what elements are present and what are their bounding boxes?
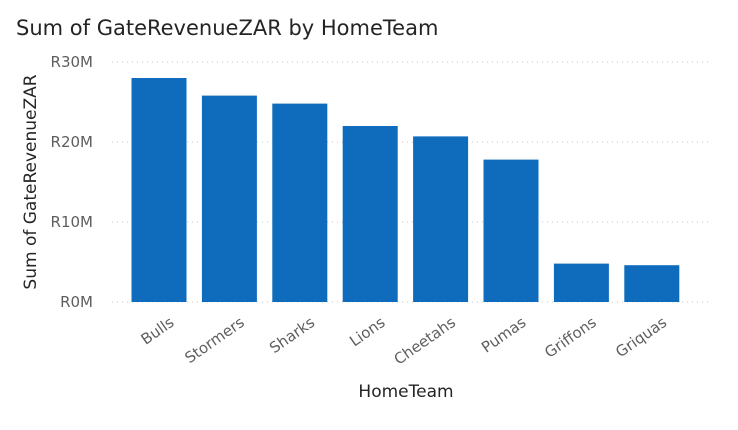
x-axis-ticks: Bulls Stormers Sharks Lions Cheetahs Pumas Gri… xyxy=(138,313,671,368)
bar-griquas[interactable] xyxy=(624,265,680,302)
x-tick-label: Sharks xyxy=(266,313,318,357)
x-tick-label: Lions xyxy=(346,313,388,350)
y-tick-label: R20M xyxy=(51,133,93,151)
bar-stormers[interactable] xyxy=(201,95,257,302)
bars xyxy=(131,78,680,302)
bar-bulls[interactable] xyxy=(131,78,187,302)
x-tick-label: Griquas xyxy=(612,313,670,361)
y-tick-label: R0M xyxy=(60,293,93,311)
y-tick-label: R10M xyxy=(51,213,93,231)
x-tick-label: Pumas xyxy=(478,313,529,356)
x-tick-label: Stormers xyxy=(181,313,247,367)
chart-title: Sum of GateRevenueZAR by HomeTeam xyxy=(16,16,439,40)
x-tick-label: Griffons xyxy=(541,313,600,362)
bar-cheetahs[interactable] xyxy=(413,136,469,302)
bar-griffons[interactable] xyxy=(553,263,609,302)
bar-sharks[interactable] xyxy=(272,103,328,302)
x-axis-title: HomeTeam xyxy=(358,382,453,402)
x-tick-label: Bulls xyxy=(138,313,178,348)
bar-pumas[interactable] xyxy=(483,159,539,302)
y-axis-ticks: R0M R10M R20M R30M xyxy=(51,53,93,311)
bar-lions[interactable] xyxy=(342,126,398,302)
x-tick-label: Cheetahs xyxy=(391,313,459,368)
y-axis-title: Sum of GateRevenueZAR xyxy=(21,74,41,289)
y-tick-label: R30M xyxy=(51,53,93,71)
